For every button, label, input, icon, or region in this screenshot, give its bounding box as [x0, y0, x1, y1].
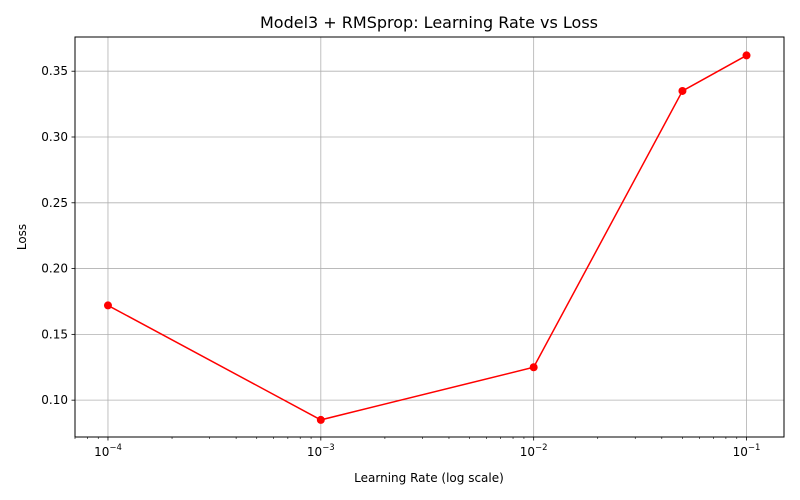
- x-tick-label: 10−4: [94, 443, 122, 459]
- series-line: [107, 54, 747, 421]
- x-axis-label: Learning Rate (log scale): [354, 471, 504, 485]
- y-axis-label: Loss: [15, 224, 29, 250]
- y-tick-label: 0.15: [41, 327, 68, 341]
- tick-marks: [71, 70, 747, 441]
- y-tick-label: 0.20: [41, 262, 68, 276]
- y-tick-label: 0.10: [41, 393, 68, 407]
- data-point: [316, 415, 325, 424]
- chart-title: Model3 + RMSprop: Learning Rate vs Loss: [260, 13, 598, 32]
- data-point: [529, 363, 538, 372]
- grid-lines: [75, 37, 784, 437]
- y-tick-label: 0.25: [41, 196, 68, 210]
- x-tick-label: 10−3: [307, 443, 335, 459]
- series-group: [103, 51, 751, 424]
- x-tick-label: 10−1: [733, 443, 761, 459]
- plot-area-frame: [74, 36, 785, 438]
- y-tick-label: 0.30: [41, 130, 68, 144]
- data-point: [103, 301, 112, 310]
- tick-labels: 10−4 10−3 10−2 10−1 0.10 0.15 0.20 0.25 0.30 0.35: [41, 64, 760, 459]
- data-point: [678, 86, 687, 95]
- data-point: [742, 51, 751, 60]
- y-tick-label: 0.35: [41, 64, 68, 78]
- x-tick-label: 10−2: [520, 443, 548, 459]
